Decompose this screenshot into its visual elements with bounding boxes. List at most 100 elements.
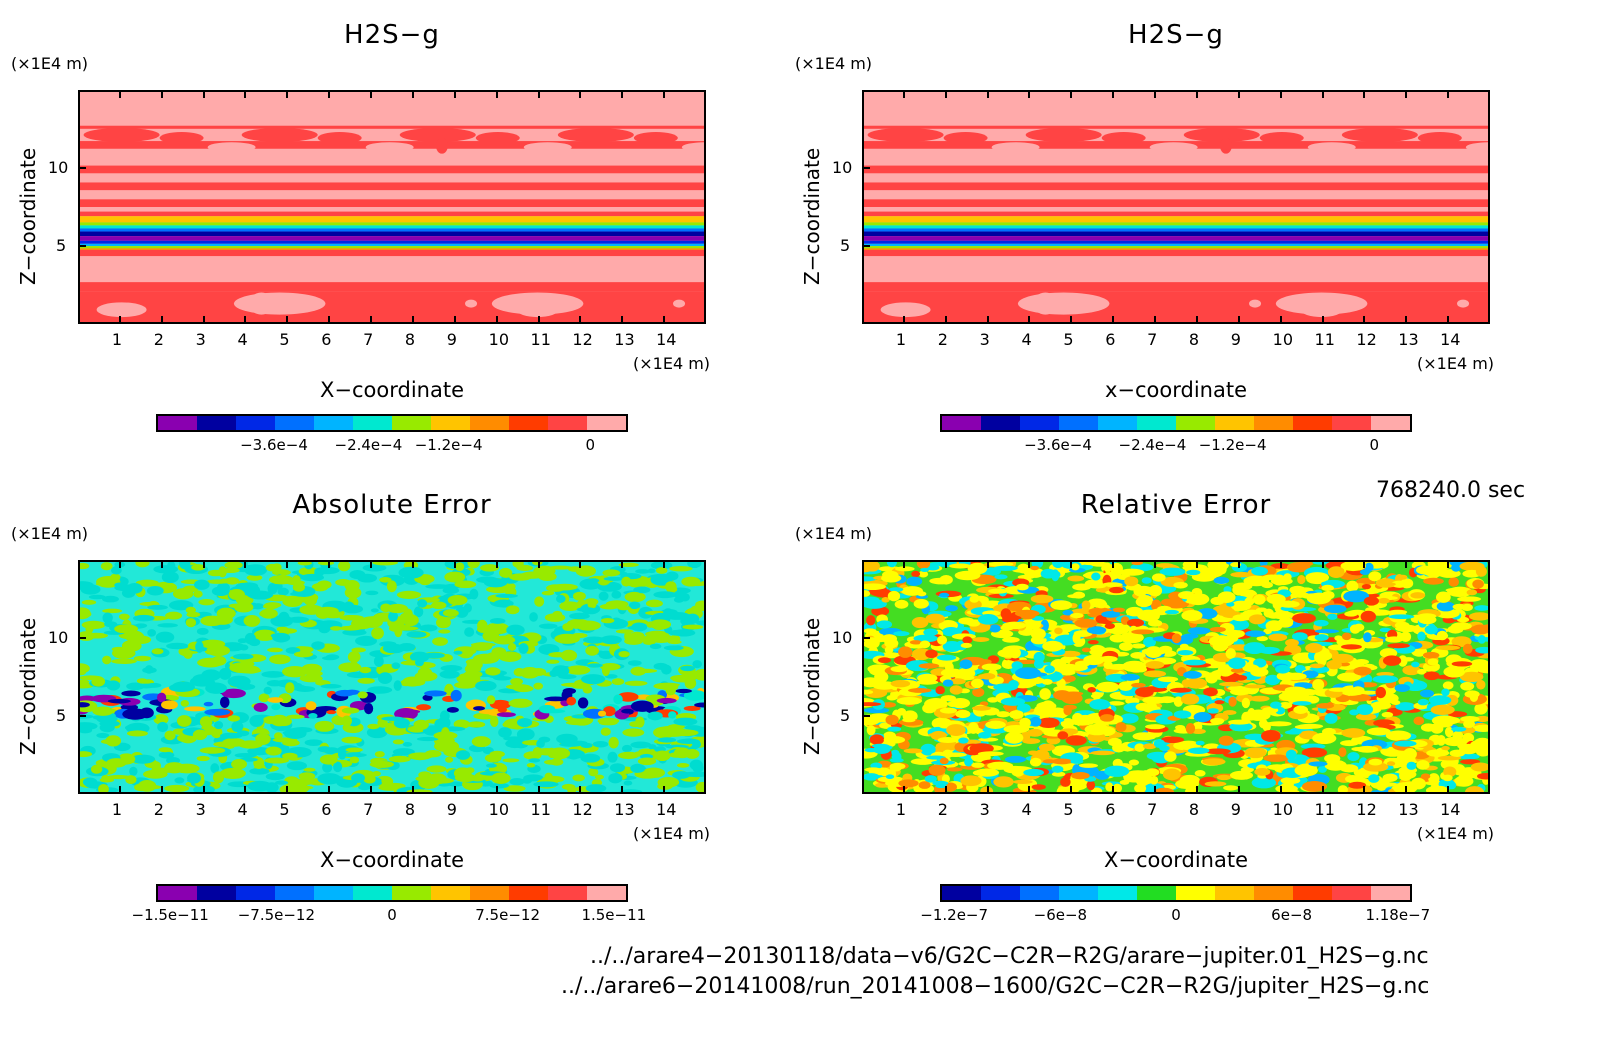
field-blob <box>237 638 248 644</box>
field-blob <box>197 657 223 668</box>
field-blob <box>1219 137 1232 154</box>
field-blob <box>1460 716 1480 723</box>
colorbar-swatch <box>1371 886 1410 900</box>
field-blob <box>1477 772 1488 780</box>
field-blob <box>680 665 695 672</box>
field-blob <box>503 785 526 792</box>
field-blob <box>611 590 622 599</box>
field-blob <box>1263 754 1289 762</box>
y-tick-label: 10 <box>48 628 69 647</box>
field-blob <box>1025 127 1102 142</box>
field-blob <box>682 624 704 630</box>
colorbar-swatch <box>587 416 626 430</box>
x-tick-label: 13 <box>1398 800 1419 819</box>
x-tick-mark <box>1195 316 1198 324</box>
field-blob <box>1164 751 1177 762</box>
x-axis-label: X−coordinate <box>1104 848 1248 872</box>
x-tick-mark <box>1195 90 1198 98</box>
field-blob <box>868 665 884 676</box>
field-blob <box>297 562 312 566</box>
field-blob <box>642 767 666 779</box>
field-blob <box>341 707 360 714</box>
field-blob <box>440 665 463 672</box>
field-blob <box>447 781 465 787</box>
field-blob <box>401 709 421 714</box>
field-blob <box>507 643 517 651</box>
field-blob <box>621 744 633 753</box>
field-blob <box>1363 632 1372 643</box>
field-blob <box>1379 627 1392 633</box>
field-blob <box>867 127 944 142</box>
field-blob <box>107 698 131 704</box>
x-tick-label: 5 <box>279 330 290 349</box>
field-blob <box>1011 661 1023 670</box>
x-tick-label: 6 <box>1105 330 1116 349</box>
field-blob <box>364 702 374 715</box>
field-blob <box>1305 572 1330 583</box>
x-tick-mark <box>202 560 205 568</box>
field-blob <box>950 698 971 709</box>
field-blob <box>320 609 332 617</box>
x-tick-mark <box>1237 316 1240 324</box>
field-blob <box>153 714 169 725</box>
field-blob <box>133 614 155 622</box>
field-blob <box>220 767 246 779</box>
field-blob <box>1218 735 1234 746</box>
field-band <box>80 228 704 232</box>
field-band <box>864 182 1488 191</box>
x-tick-mark <box>411 560 414 568</box>
field-blob <box>649 619 672 630</box>
field-blob <box>211 586 230 597</box>
field-blob <box>1027 750 1039 756</box>
field-blob <box>555 594 566 603</box>
x-tick-label: 7 <box>1147 330 1158 349</box>
colorbar-swatch <box>1137 416 1176 430</box>
field-blob <box>1249 695 1270 702</box>
field-blob <box>962 636 973 644</box>
field-blob <box>1050 658 1067 671</box>
x-tick-label: 14 <box>656 330 677 349</box>
field-blob <box>454 580 477 589</box>
field-blob <box>980 673 996 680</box>
field-blob <box>1032 292 1058 315</box>
field-blob <box>922 703 937 714</box>
field-blob <box>935 741 961 751</box>
field-blob <box>416 704 432 711</box>
field-blob <box>1209 626 1226 633</box>
x-tick-mark <box>286 560 289 568</box>
field-blob <box>303 767 316 772</box>
field-blob <box>1348 781 1367 789</box>
x-tick-mark <box>579 90 582 98</box>
field-blob <box>1228 719 1252 725</box>
field-blob <box>1074 618 1098 628</box>
x-tick-mark <box>495 90 498 98</box>
field-blob <box>673 747 691 759</box>
field-blob <box>569 612 590 620</box>
colorbar-swatch <box>1059 886 1098 900</box>
field-blob <box>1187 747 1210 754</box>
field-blob <box>991 142 1040 153</box>
x-tick-label: 10 <box>1272 330 1294 349</box>
field-blob <box>435 137 448 154</box>
field-blob <box>1343 590 1370 603</box>
x-tick-mark <box>537 90 540 98</box>
field-blob <box>630 700 654 712</box>
field-blob <box>1030 594 1054 604</box>
field-blob <box>297 646 314 653</box>
x-tick-mark <box>1112 786 1115 794</box>
field-blob <box>508 698 533 708</box>
field-blob <box>533 781 559 788</box>
colorbar-swatch <box>1176 886 1215 900</box>
field-blob <box>512 562 524 568</box>
field-band <box>80 248 704 250</box>
field-blob <box>866 615 876 626</box>
field-blob <box>1436 734 1446 746</box>
field-blob <box>954 570 981 581</box>
field-blob <box>1187 681 1203 688</box>
x-tick-mark <box>202 90 205 98</box>
field-blob <box>1128 759 1140 766</box>
field-band <box>864 291 1488 322</box>
field-blob <box>1436 601 1455 612</box>
field-blob <box>664 611 691 620</box>
field-blob <box>367 686 393 694</box>
